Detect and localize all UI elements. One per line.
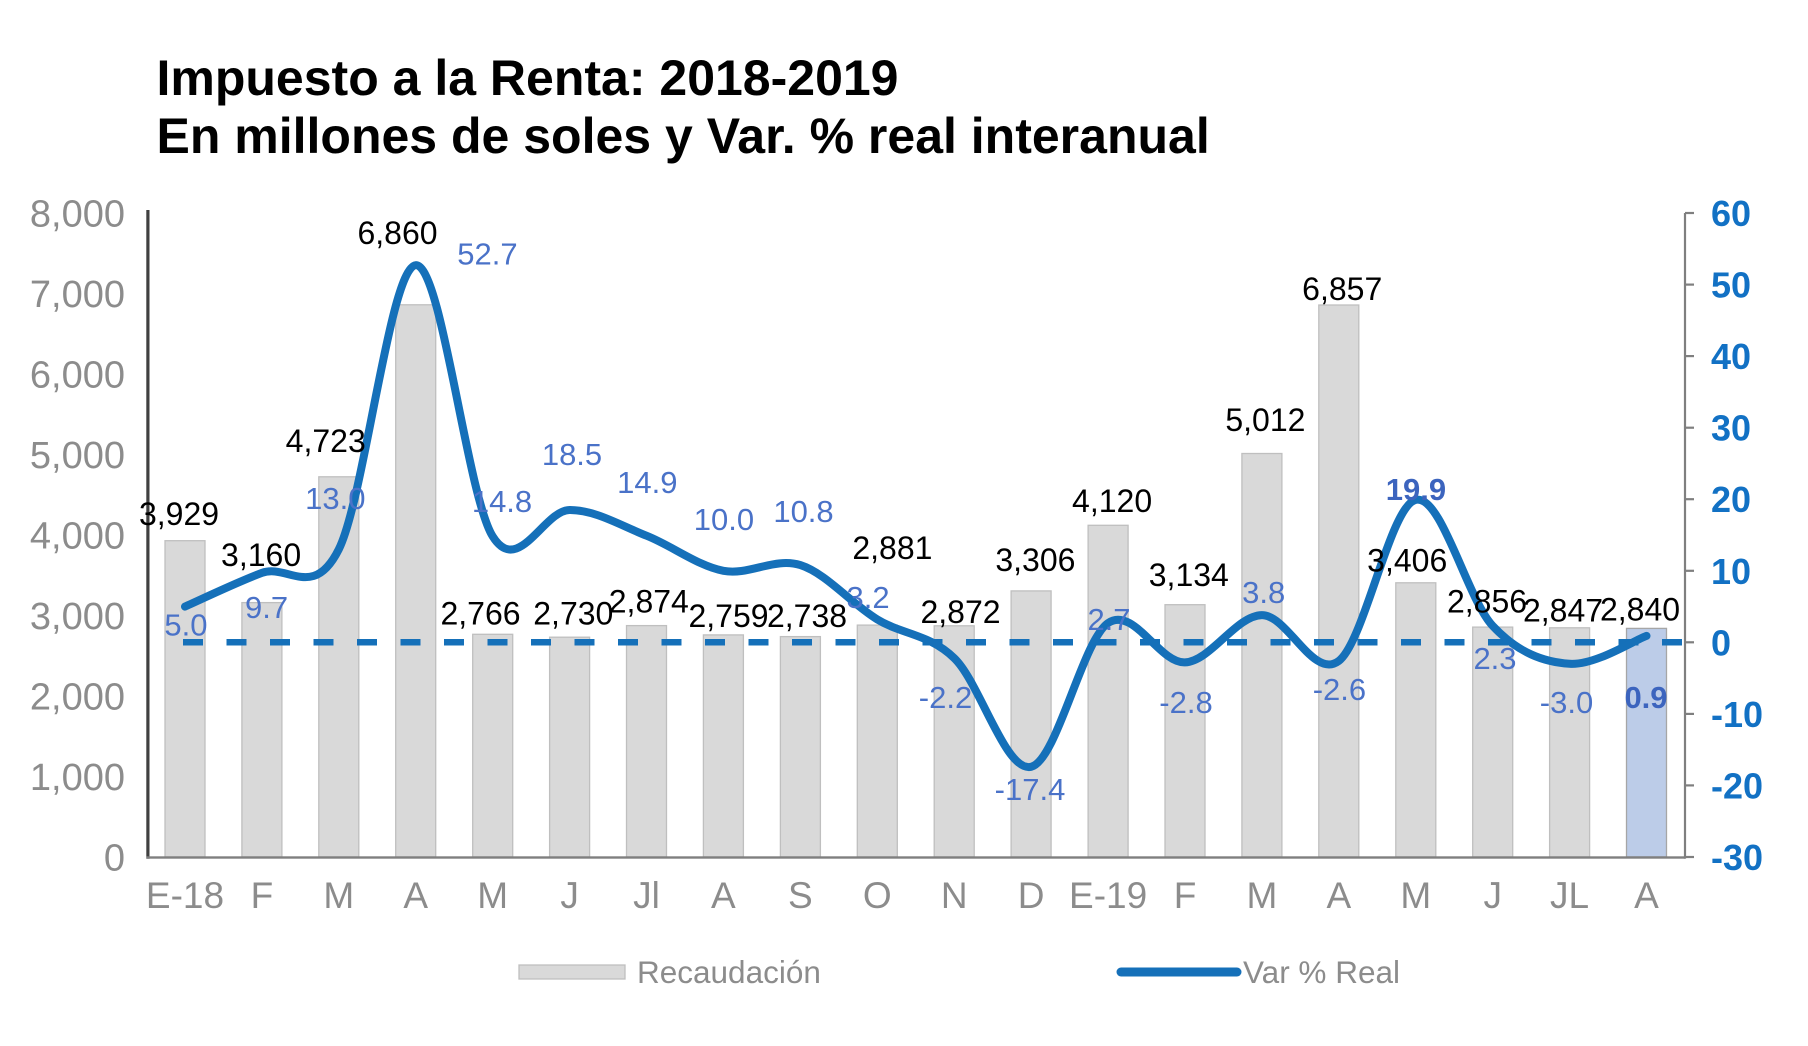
svg-text:14.8: 14.8 xyxy=(472,484,532,519)
svg-text:13.0: 13.0 xyxy=(305,481,365,516)
svg-text:M: M xyxy=(477,875,508,916)
svg-text:14.9: 14.9 xyxy=(617,465,677,500)
svg-text:-30: -30 xyxy=(1711,837,1763,878)
svg-text:0.9: 0.9 xyxy=(1624,680,1667,715)
svg-text:3,160: 3,160 xyxy=(221,537,301,573)
svg-text:A: A xyxy=(403,875,428,916)
svg-text:2,000: 2,000 xyxy=(30,677,125,719)
svg-text:0: 0 xyxy=(1711,622,1731,663)
svg-text:A: A xyxy=(711,875,736,916)
svg-text:3,306: 3,306 xyxy=(995,542,1075,578)
svg-text:J: J xyxy=(560,875,579,916)
svg-text:0: 0 xyxy=(104,838,125,880)
svg-text:18.5: 18.5 xyxy=(542,437,602,472)
svg-text:2.7: 2.7 xyxy=(1087,602,1130,637)
svg-text:7,000: 7,000 xyxy=(30,274,125,316)
svg-text:3,406: 3,406 xyxy=(1367,543,1447,579)
svg-text:3,929: 3,929 xyxy=(139,496,219,532)
svg-text:-20: -20 xyxy=(1711,765,1763,806)
svg-text:3,134: 3,134 xyxy=(1149,557,1229,593)
svg-text:S: S xyxy=(788,875,813,916)
svg-text:2,730: 2,730 xyxy=(533,596,613,632)
svg-text:30: 30 xyxy=(1711,408,1751,449)
svg-text:-3.0: -3.0 xyxy=(1540,685,1593,720)
svg-text:2.3: 2.3 xyxy=(1473,641,1516,676)
svg-text:-10: -10 xyxy=(1711,694,1763,735)
svg-text:-2.6: -2.6 xyxy=(1313,672,1366,707)
svg-text:60: 60 xyxy=(1711,193,1751,234)
svg-text:2,759: 2,759 xyxy=(688,598,768,634)
svg-text:4,120: 4,120 xyxy=(1072,483,1152,519)
svg-text:10: 10 xyxy=(1711,551,1751,592)
svg-text:4,723: 4,723 xyxy=(286,423,366,459)
svg-text:A: A xyxy=(1634,875,1659,916)
svg-text:20: 20 xyxy=(1711,479,1751,520)
svg-text:O: O xyxy=(863,875,892,916)
svg-text:3,000: 3,000 xyxy=(30,596,125,638)
svg-text:2,881: 2,881 xyxy=(852,530,932,566)
svg-text:2,738: 2,738 xyxy=(767,598,847,634)
svg-text:10.8: 10.8 xyxy=(773,494,833,529)
svg-text:M: M xyxy=(323,875,354,916)
svg-text:F: F xyxy=(251,875,274,916)
svg-text:E-19: E-19 xyxy=(1069,875,1147,916)
svg-text:2,856: 2,856 xyxy=(1447,584,1527,620)
svg-text:2,847: 2,847 xyxy=(1523,593,1603,629)
svg-text:3.2: 3.2 xyxy=(847,580,890,615)
svg-text:-2.8: -2.8 xyxy=(1159,685,1212,720)
svg-text:5,000: 5,000 xyxy=(30,435,125,477)
svg-text:M: M xyxy=(1400,875,1431,916)
svg-text:6,857: 6,857 xyxy=(1302,271,1382,307)
svg-text:52.7: 52.7 xyxy=(457,237,517,272)
svg-text:JL: JL xyxy=(1550,875,1589,916)
svg-text:Var % Real: Var % Real xyxy=(1243,954,1400,990)
svg-text:N: N xyxy=(941,875,968,916)
svg-text:6,000: 6,000 xyxy=(30,355,125,397)
svg-text:40: 40 xyxy=(1711,336,1751,377)
svg-text:3.8: 3.8 xyxy=(1242,575,1285,610)
svg-text:50: 50 xyxy=(1711,265,1751,306)
svg-text:E-18: E-18 xyxy=(146,875,224,916)
svg-text:M: M xyxy=(1246,875,1277,916)
svg-text:Recaudación: Recaudación xyxy=(637,954,821,990)
svg-text:-2.2: -2.2 xyxy=(919,680,972,715)
svg-text:4,000: 4,000 xyxy=(30,516,125,558)
svg-text:5,012: 5,012 xyxy=(1225,402,1305,438)
svg-text:5.0: 5.0 xyxy=(164,608,207,643)
svg-text:En millones de soles y Var. %: En millones de soles y Var. % real inter… xyxy=(157,108,1210,164)
svg-text:6,860: 6,860 xyxy=(357,215,437,251)
svg-text:-17.4: -17.4 xyxy=(995,772,1066,807)
svg-text:J: J xyxy=(1483,875,1502,916)
svg-text:2,766: 2,766 xyxy=(440,596,520,632)
svg-text:2,874: 2,874 xyxy=(609,584,689,620)
svg-text:Impuesto a la Renta: 2018-2019: Impuesto a la Renta: 2018-2019 xyxy=(157,50,899,106)
svg-text:D: D xyxy=(1018,875,1045,916)
svg-text:9.7: 9.7 xyxy=(245,590,288,625)
svg-text:F: F xyxy=(1174,875,1197,916)
svg-text:1,000: 1,000 xyxy=(30,757,125,799)
svg-text:Jl: Jl xyxy=(633,875,660,916)
svg-text:2,872: 2,872 xyxy=(920,594,1000,630)
svg-text:8,000: 8,000 xyxy=(30,194,125,236)
svg-text:10.0: 10.0 xyxy=(694,502,754,537)
svg-text:A: A xyxy=(1326,875,1351,916)
svg-text:19.9: 19.9 xyxy=(1386,472,1446,507)
svg-text:2,840: 2,840 xyxy=(1600,592,1680,628)
